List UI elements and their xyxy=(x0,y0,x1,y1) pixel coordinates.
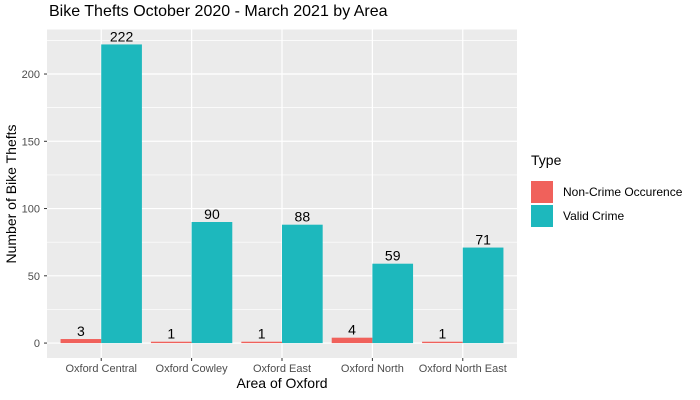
bar-value-label: 1 xyxy=(258,326,266,342)
legend-label-valid-crime: Valid Crime xyxy=(563,208,625,223)
x-tick-label: Oxford North xyxy=(341,363,404,375)
x-tick-label: Oxford North East xyxy=(419,363,507,375)
bar-value-label: 3 xyxy=(77,323,85,339)
y-axis-title: Number of Bike Thefts xyxy=(3,124,19,264)
x-tick-label: Oxford Cowley xyxy=(156,363,229,375)
bar-segment xyxy=(101,44,142,344)
legend-item-valid-crime: Valid Crime xyxy=(531,204,682,227)
legend-swatch-non-crime-icon xyxy=(531,180,553,203)
x-tick-label: Oxford East xyxy=(253,363,311,375)
bar-value-label: 71 xyxy=(475,232,491,248)
legend-label-non-crime: Non-Crime Occurence xyxy=(563,184,683,199)
y-tick-label: 0 xyxy=(34,338,40,350)
bar-segment xyxy=(331,337,373,344)
x-axis-title: Area of Oxford xyxy=(236,375,328,391)
bar-segment xyxy=(191,221,233,344)
bar-value-label: 59 xyxy=(385,248,401,264)
y-tick-label: 50 xyxy=(28,271,40,283)
legend-item-non-crime: Non-Crime Occurence xyxy=(531,180,682,203)
x-tick-label: Oxford Central xyxy=(65,363,137,375)
chart-title: Bike Thefts October 2020 - March 2021 by… xyxy=(49,3,388,20)
bar-value-label: 4 xyxy=(348,322,356,338)
bar-segment xyxy=(422,341,463,344)
bar-value-label: 1 xyxy=(439,326,447,342)
bar-segment xyxy=(150,341,192,344)
bar-segment xyxy=(462,247,504,344)
bar-segment xyxy=(372,263,414,344)
y-tick-label: 100 xyxy=(22,204,40,216)
y-tick-label: 200 xyxy=(22,69,40,81)
legend-title: Type xyxy=(531,152,562,168)
bar-segment xyxy=(282,224,323,344)
y-tick-label: 150 xyxy=(22,136,40,148)
legend: Type Non-Crime Occurence Valid Crime xyxy=(531,152,682,228)
bar-segment xyxy=(60,339,102,344)
bar-segment xyxy=(241,341,282,344)
legend-swatch-valid-crime-icon xyxy=(531,204,553,227)
bar-value-label: 90 xyxy=(204,206,220,222)
bar-value-label: 222 xyxy=(110,28,134,44)
bar-value-label: 1 xyxy=(167,326,175,342)
bar-value-label: 88 xyxy=(295,209,311,225)
